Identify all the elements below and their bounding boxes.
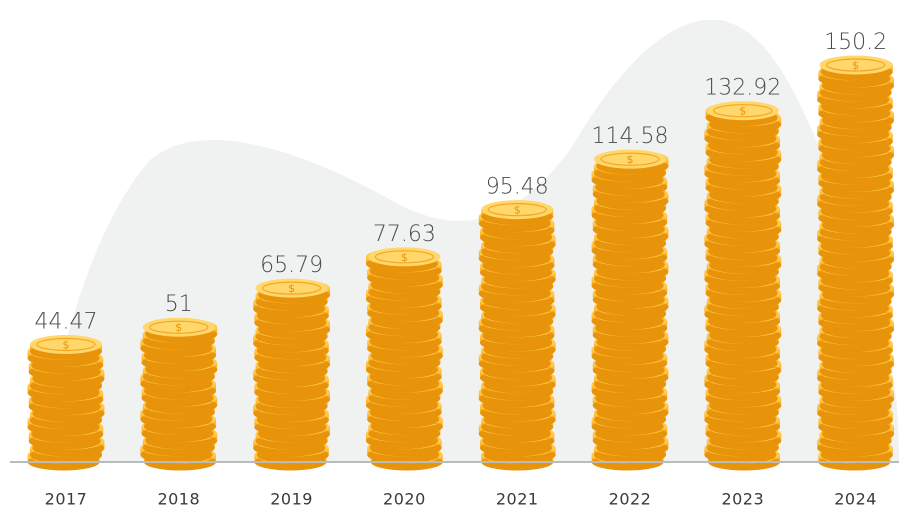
bar-2022: $	[591, 149, 669, 471]
x-tick-2022: 2022	[609, 490, 652, 509]
data-label-2017: 44.47	[35, 309, 98, 334]
coin-icon: $	[706, 101, 779, 121]
coin-icon: $	[255, 278, 328, 298]
coin-icon: $	[30, 334, 102, 354]
bar-2019: $	[253, 278, 330, 471]
data-label-2019: 65.79	[260, 253, 323, 278]
dollar-symbol: $	[63, 338, 70, 351]
data-label-2024: 150.2	[824, 30, 887, 55]
dollar-symbol: $	[401, 251, 408, 264]
x-axis-tick-labels: 2017 2018 2019 2020 2021 2022 2023 2024	[45, 490, 877, 509]
bar-2017: $	[27, 334, 105, 471]
dollar-symbol: $	[627, 153, 634, 166]
dollar-symbol: $	[739, 105, 746, 118]
bar-2021: $	[478, 200, 556, 471]
x-tick-2023: 2023	[721, 490, 764, 509]
coin-icon: $	[481, 200, 554, 220]
x-tick-2020: 2020	[383, 490, 426, 509]
dollar-symbol: $	[288, 282, 295, 295]
coin-icon: $	[594, 149, 666, 169]
coin-icon: $	[142, 317, 215, 337]
value-labels: 44.47 51 65.79 77.63 95.48 114.58 132.92 150.2	[35, 30, 888, 334]
data-label-2021: 95.48	[486, 175, 549, 200]
coin-icon: $	[819, 55, 892, 75]
data-label-2018: 51	[165, 292, 193, 317]
bar-2018: $	[140, 317, 218, 471]
x-tick-2024: 2024	[834, 490, 877, 509]
data-label-2023: 132.92	[704, 76, 781, 101]
x-tick-2018: 2018	[157, 490, 200, 509]
dollar-symbol: $	[175, 321, 182, 334]
bar-2024: $	[817, 55, 894, 471]
bar-2020: $	[366, 247, 443, 471]
bar-2023: $	[704, 101, 782, 471]
x-tick-2017: 2017	[45, 490, 88, 509]
x-tick-2021: 2021	[496, 490, 539, 509]
data-label-2022: 114.58	[592, 124, 669, 149]
data-label-2020: 77.63	[373, 222, 436, 247]
dollar-symbol: $	[852, 59, 859, 72]
x-tick-2019: 2019	[270, 490, 313, 509]
coin-stacks: $ $ $ $ $ $ $ $	[27, 55, 894, 471]
dollar-symbol: $	[514, 204, 521, 217]
coin-icon: $	[368, 247, 441, 267]
